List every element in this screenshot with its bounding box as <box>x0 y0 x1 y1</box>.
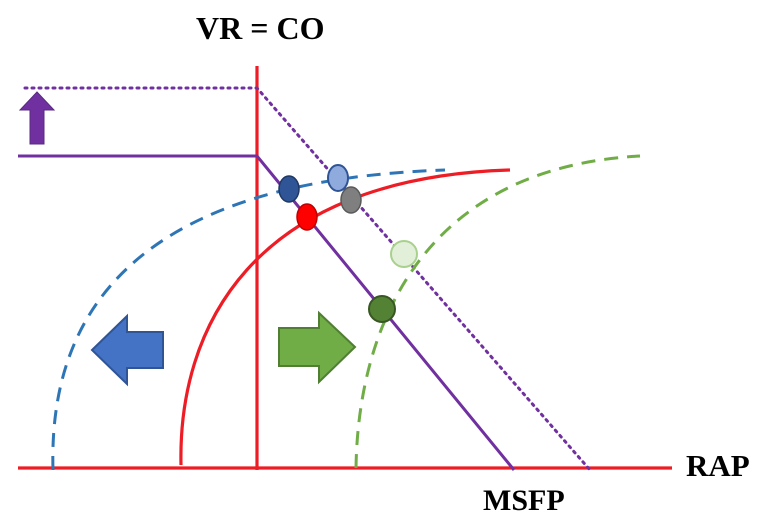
x-axis-label: RAP <box>686 448 750 483</box>
equilibrium-point-depressed <box>368 295 396 323</box>
msfp-label: MSFP <box>483 484 565 517</box>
equilibrium-point-depressed-shifted <box>390 240 418 268</box>
venous-return-curve-baseline <box>18 154 516 471</box>
diagram-title: VR = CO <box>196 10 325 46</box>
arrow-up-icon <box>18 91 56 145</box>
cardiac-function-curve-normal <box>179 168 511 466</box>
venous-return-curve-shifted <box>23 86 592 472</box>
arrow-right-icon <box>278 310 357 385</box>
equilibrium-point-normal <box>296 203 318 231</box>
arrow-left-icon <box>90 313 164 387</box>
cardiac-function-curve-depressed <box>354 154 641 469</box>
equilibrium-point-improved <box>278 175 300 203</box>
equilibrium-point-improved-shifted <box>327 164 349 192</box>
equilibrium-point-normal-shifted <box>340 186 362 214</box>
